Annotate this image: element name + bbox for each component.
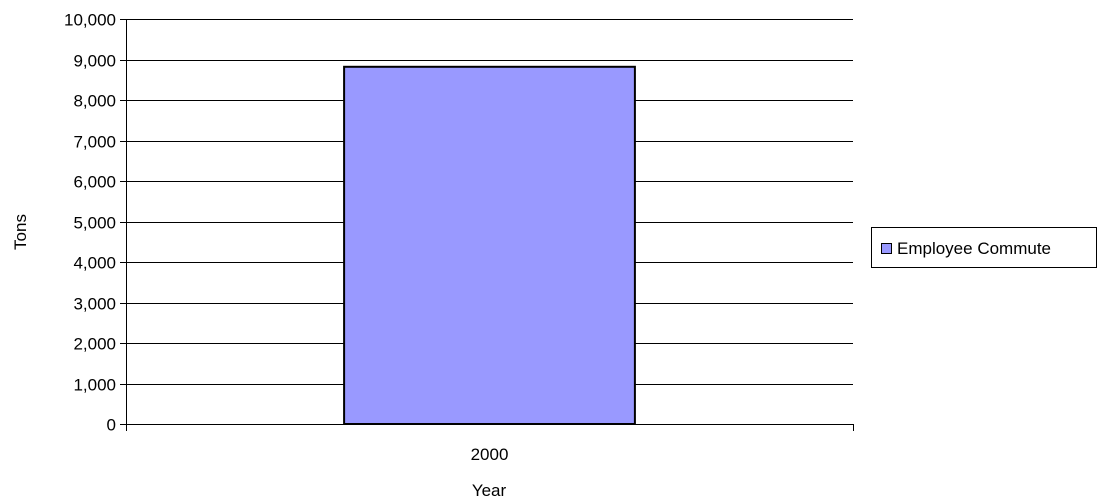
y-tick-label: 1,000 <box>73 376 116 395</box>
y-tick-label: 0 <box>107 416 116 435</box>
bars <box>343 65 636 425</box>
y-tick-label: 10,000 <box>64 11 116 30</box>
y-tick-label: 7,000 <box>73 133 116 152</box>
x-tick-labels: 2000 <box>471 445 509 464</box>
x-tick-label: 2000 <box>471 445 509 464</box>
x-axis-label: Year <box>472 481 507 500</box>
y-tick-labels: 0 1,000 2,000 3,000 4,000 5,000 6,000 7,000 8,00… <box>64 11 116 435</box>
legend: Employee Commute <box>871 227 1097 268</box>
y-tick-label: 6,000 <box>73 173 116 192</box>
y-tick-label: 2,000 <box>73 335 116 354</box>
legend-swatch-employee-commute <box>881 243 892 254</box>
bar-2000 <box>343 65 636 425</box>
y-tick-label: 5,000 <box>73 214 116 233</box>
axes <box>120 19 854 431</box>
y-tick-label: 9,000 <box>73 52 116 71</box>
y-tick-label: 4,000 <box>73 254 116 273</box>
legend-label-employee-commute: Employee Commute <box>897 239 1052 258</box>
y-tick-label: 3,000 <box>73 295 116 314</box>
y-tick-label: 8,000 <box>73 92 116 111</box>
y-axis-label: Tons <box>11 214 30 250</box>
